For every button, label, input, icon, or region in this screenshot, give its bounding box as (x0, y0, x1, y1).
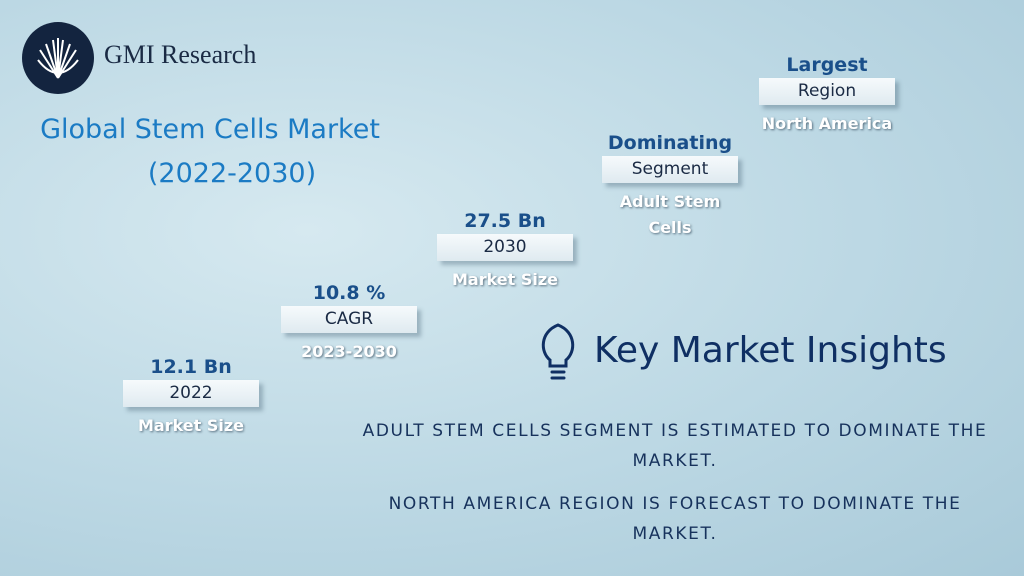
step-heading: 27.5 Bn (464, 210, 546, 232)
step-label: Segment (602, 156, 738, 183)
step: 27.5 Bn 2030 Market Size (430, 210, 580, 293)
step-label: 2030 (437, 234, 573, 261)
step-caption: 2023-2030 (301, 342, 397, 361)
step-label: Region (759, 78, 895, 105)
insight-item: NORTH AMERICA REGION IS FORECAST TO DOMI… (388, 494, 962, 544)
lightbulb-icon (541, 323, 575, 380)
step-caption: Market Size (451, 270, 559, 289)
step-caption: North America (761, 114, 893, 133)
step-heading: Largest (786, 54, 868, 76)
logo (22, 22, 94, 94)
step-caption: Market Size (137, 416, 245, 435)
brand-name: GMI Research (104, 40, 257, 69)
step: Largest Region North America (752, 54, 902, 137)
title: Global Stem Cells Market (40, 114, 380, 145)
step: Dominating Segment Adult Stem Cells (595, 132, 745, 241)
step-label: CAGR (281, 306, 417, 333)
step-heading: Dominating (607, 132, 733, 154)
subtitle: (2022-2030) (147, 158, 317, 189)
step: 12.1 Bn 2022 Market Size (116, 356, 266, 439)
insight-item: ADULT STEM CELLS SEGMENT IS ESTIMATED TO… (362, 421, 988, 471)
step: 10.8 % CAGR 2023-2030 (274, 282, 424, 365)
step-heading: 10.8 % (312, 282, 386, 304)
step-heading: 12.1 Bn (150, 356, 232, 378)
step-caption: Adult Stem Cells (619, 192, 721, 237)
insights-title: Key Market Insights (594, 330, 947, 371)
step-label: 2022 (123, 380, 259, 407)
